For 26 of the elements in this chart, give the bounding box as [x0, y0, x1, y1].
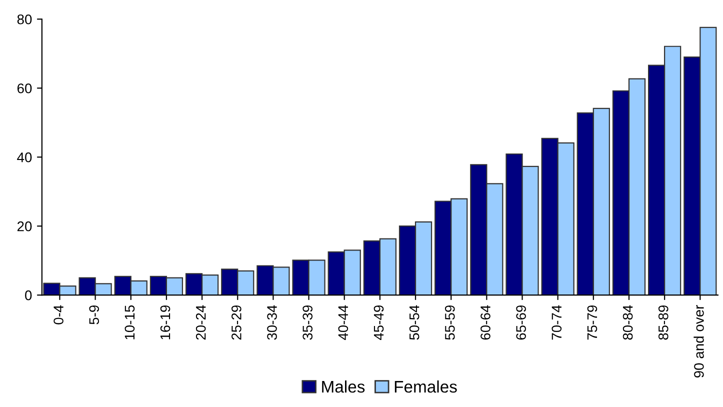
x-tick-label: 20-24 [196, 305, 206, 340]
x-tick-label: 35-39 [302, 305, 313, 340]
x-tick-label: 0-4 [54, 305, 64, 324]
x-tick-label: 60-64 [480, 305, 490, 340]
x-tick-label: 80-84 [622, 305, 633, 340]
x-tick-label: 75-79 [587, 305, 598, 340]
x-tick-label: 25-29 [232, 305, 242, 340]
y-tick-label: 80 [17, 14, 32, 24]
x-tick-label: 55-59 [444, 305, 455, 340]
legend-label: Females [394, 380, 457, 393]
x-tick-label: 16-19 [160, 305, 170, 340]
x-tick-label: 30-34 [267, 305, 277, 340]
y-tick-label: 0 [25, 290, 32, 300]
x-tick-label: 10-15 [124, 305, 135, 340]
x-tick-label: 45-49 [374, 305, 384, 340]
x-tick-label: 50-54 [409, 305, 420, 340]
x-tick-label: 70-74 [552, 305, 562, 340]
legend-label: Males [322, 380, 365, 393]
x-tick-label: 90 and over [694, 305, 704, 378]
x-tick-label: 5-9 [89, 305, 100, 324]
x-tick-label: 85-89 [658, 305, 668, 340]
y-tick-label: 40 [17, 152, 32, 162]
x-tick-label: 65-69 [516, 305, 526, 340]
y-tick-label: 20 [17, 221, 32, 232]
y-tick-label: 60 [17, 83, 32, 94]
x-tick-label: 40-44 [338, 305, 348, 340]
